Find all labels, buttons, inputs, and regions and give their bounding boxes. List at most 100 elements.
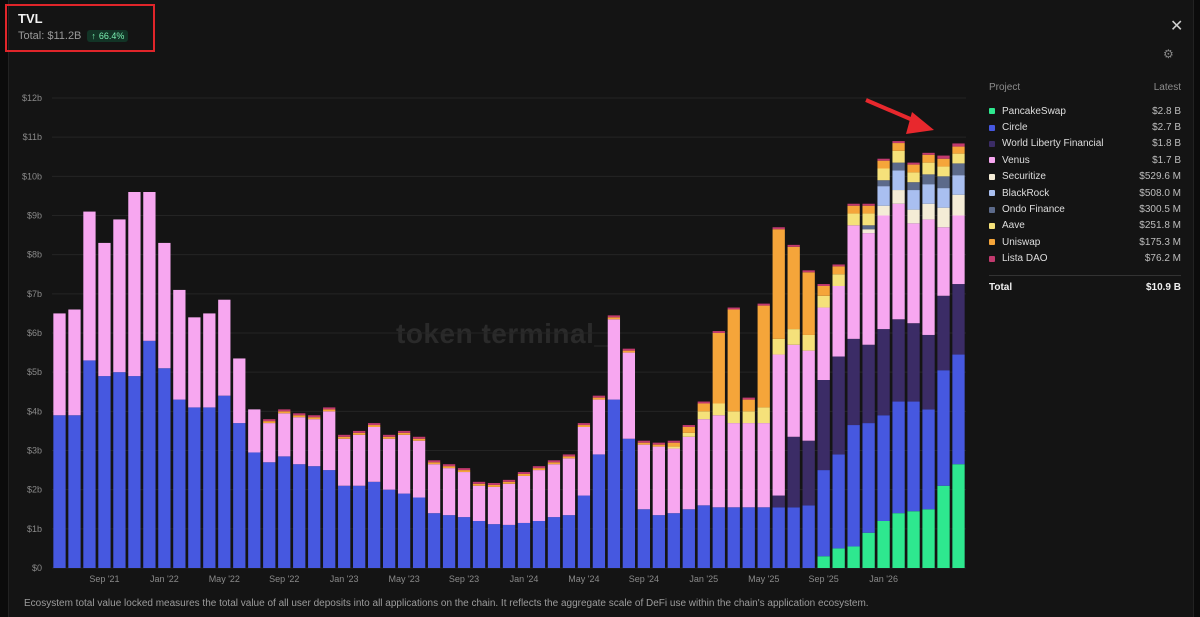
legend-swatch: [989, 239, 995, 246]
bar-segment: [248, 452, 261, 568]
bar-segment: [143, 340, 156, 568]
legend-item[interactable]: Venus $1.7 B: [989, 152, 1181, 168]
legend-item[interactable]: Lista DAO $76.2 M: [989, 251, 1181, 267]
change-badge: ↑ 66.4%: [87, 30, 129, 42]
legend-total-value: $10.9 B: [1145, 281, 1181, 293]
bar-segment: [353, 432, 366, 435]
bar-segment: [338, 485, 351, 568]
bar-segment: [382, 438, 396, 490]
bar-segment: [397, 434, 411, 494]
bar-segment: [892, 513, 905, 568]
legend-item[interactable]: Securitize $529.6 M: [989, 169, 1181, 185]
bar-segment: [802, 334, 815, 351]
legend-item[interactable]: World Liberty Financial $1.8 B: [989, 136, 1181, 152]
bar-segment: [907, 223, 920, 324]
arrow-up-icon: ↑: [91, 31, 96, 41]
close-icon[interactable]: ✕: [1170, 18, 1184, 35]
bar-segment: [742, 399, 755, 412]
bar-segment: [68, 415, 81, 568]
gear-icon[interactable]: ⚙: [1163, 47, 1174, 61]
bar-segment: [952, 215, 965, 285]
bar-segment: [397, 493, 411, 568]
legend-item[interactable]: PancakeSwap $2.8 B: [989, 103, 1181, 119]
bar-segment: [832, 286, 845, 357]
bar-segment: [862, 225, 875, 230]
bar-segment: [922, 409, 935, 510]
bar-segment: [937, 370, 950, 486]
bar-segment: [922, 219, 935, 335]
bar-segment: [323, 409, 336, 412]
legend-item[interactable]: BlackRock $508.0 M: [989, 185, 1181, 201]
bar-segment: [787, 507, 800, 568]
x-tick-label: Sep '23: [449, 574, 479, 584]
bar-segment: [502, 481, 516, 484]
bar-segment: [173, 399, 186, 568]
legend-rows: PancakeSwap $2.8 B Circle $2.7 B World Liber…: [989, 103, 1181, 267]
bar-segment: [278, 456, 291, 568]
total-label: Total: $11.2B: [18, 30, 82, 42]
bar-segment: [323, 407, 336, 410]
bar-segment: [682, 425, 695, 427]
bar-segment: [907, 190, 920, 210]
bar-segment: [83, 211, 96, 361]
bar-segment: [607, 317, 621, 320]
legend-item[interactable]: Aave $251.8 M: [989, 218, 1181, 234]
bar-segment: [353, 434, 366, 486]
bar-segment: [113, 219, 126, 373]
bar-segment: [652, 515, 665, 568]
bar-segment: [922, 184, 935, 204]
bar-segment: [862, 205, 875, 214]
bar-segment: [278, 409, 291, 412]
bar-segment: [173, 289, 186, 400]
bar-segment: [637, 440, 650, 443]
bar-segment: [682, 427, 695, 433]
bar-segment: [697, 411, 710, 420]
bar-segment: [308, 419, 321, 467]
bar-segment: [637, 444, 650, 510]
bar-segment: [952, 175, 965, 195]
bar-segment: [442, 466, 456, 469]
annotation-arrow-head: [906, 112, 934, 134]
bar-segment: [922, 509, 935, 568]
legend-item[interactable]: Circle $2.7 B: [989, 119, 1181, 135]
legend-item[interactable]: Uniswap $175.3 M: [989, 234, 1181, 250]
legend-swatch: [989, 255, 995, 262]
bar-segment: [83, 360, 96, 568]
bar-segment: [293, 464, 306, 568]
bar-segment: [892, 150, 905, 163]
legend-item-value: $1.8 B: [1152, 138, 1181, 150]
y-tick-label: $12b: [22, 93, 42, 103]
bar-segment: [652, 444, 665, 447]
bar-segment: [308, 466, 321, 568]
bar-segment: [877, 186, 890, 206]
bar-segment: [952, 464, 965, 568]
y-tick-label: $0: [32, 563, 42, 573]
bar-segment: [487, 483, 501, 485]
bar-segment: [652, 446, 665, 516]
legend-item-name: Uniswap: [1002, 236, 1041, 248]
bar-segment: [562, 454, 576, 457]
legend-item-name: Ondo Finance: [1002, 204, 1065, 216]
chart-footnote: Ecosystem total value locked measures th…: [24, 598, 869, 609]
bar-segment: [907, 164, 920, 173]
bar-segment: [113, 372, 126, 568]
bar-segment: [877, 205, 890, 216]
bar-segment: [368, 423, 381, 426]
bar-segment: [472, 521, 486, 568]
bar-segment: [847, 546, 860, 568]
bar-segment: [98, 242, 111, 377]
legend-item[interactable]: Ondo Finance $300.5 M: [989, 201, 1181, 217]
bar-segment: [397, 430, 411, 433]
bar-segment: [532, 521, 546, 568]
bar-segment: [787, 244, 800, 247]
bar-segment: [937, 227, 950, 296]
bar-segment: [487, 524, 501, 568]
bar-segment: [682, 436, 695, 510]
bar-segment: [757, 423, 770, 508]
bar-segment: [817, 556, 830, 568]
bar-segment: [682, 432, 695, 437]
bar-segment: [98, 376, 111, 568]
bar-segment: [427, 464, 441, 514]
bar-segment: [787, 246, 800, 330]
bar-segment: [248, 409, 261, 453]
